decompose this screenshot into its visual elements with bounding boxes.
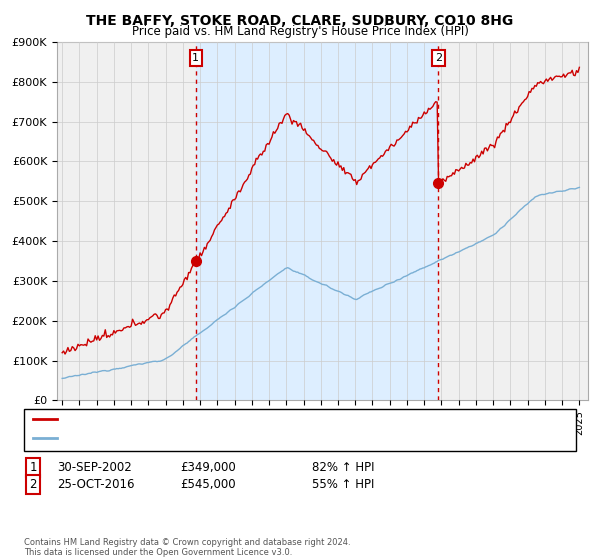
Text: 1: 1 bbox=[192, 53, 199, 63]
Text: 2: 2 bbox=[435, 53, 442, 63]
Text: Contains HM Land Registry data © Crown copyright and database right 2024.
This d: Contains HM Land Registry data © Crown c… bbox=[24, 538, 350, 557]
Text: £349,000: £349,000 bbox=[180, 461, 236, 474]
Text: 25-OCT-2016: 25-OCT-2016 bbox=[57, 478, 134, 491]
Text: THE BAFFY, STOKE ROAD, CLARE, SUDBURY, CO10 8HG (detached house): THE BAFFY, STOKE ROAD, CLARE, SUDBURY, C… bbox=[60, 414, 443, 424]
Text: HPI: Average price, detached house, West Suffolk: HPI: Average price, detached house, West… bbox=[60, 433, 318, 443]
Text: Price paid vs. HM Land Registry's House Price Index (HPI): Price paid vs. HM Land Registry's House … bbox=[131, 25, 469, 38]
Text: 1: 1 bbox=[29, 461, 37, 474]
Text: 2: 2 bbox=[29, 478, 37, 491]
Text: 55% ↑ HPI: 55% ↑ HPI bbox=[312, 478, 374, 491]
Text: £545,000: £545,000 bbox=[180, 478, 236, 491]
Text: 82% ↑ HPI: 82% ↑ HPI bbox=[312, 461, 374, 474]
Bar bbox=[196, 42, 439, 400]
Text: 30-SEP-2002: 30-SEP-2002 bbox=[57, 461, 132, 474]
Text: THE BAFFY, STOKE ROAD, CLARE, SUDBURY, CO10 8HG: THE BAFFY, STOKE ROAD, CLARE, SUDBURY, C… bbox=[86, 14, 514, 28]
